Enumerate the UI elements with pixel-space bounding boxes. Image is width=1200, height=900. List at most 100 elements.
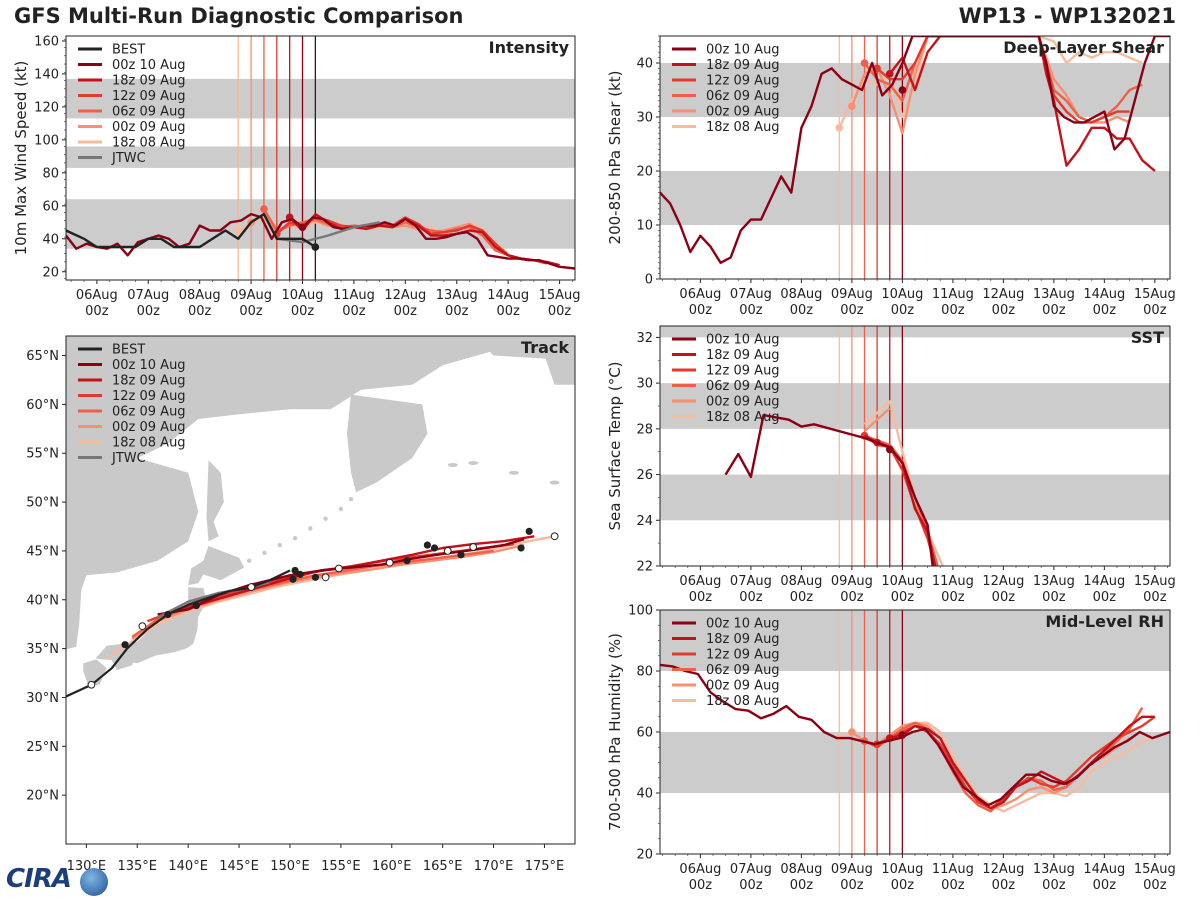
series-12z-09-aug <box>876 36 1130 124</box>
x-tick-label: 00z <box>291 304 315 319</box>
x-tick-label: 10Aug <box>881 862 923 877</box>
track-marker-open <box>550 532 559 541</box>
legend-label-2: 12z 09 Aug <box>706 364 780 379</box>
intensity-chart: 2040608010012014016006Aug00z07Aug00z08Au… <box>12 34 581 319</box>
x-tick-label: 00z <box>1042 303 1066 318</box>
x-tick-label: 13Aug <box>436 288 478 303</box>
x-tick-label: 00z <box>1093 303 1117 318</box>
legend-label-5: 18z 08 Aug <box>706 120 780 135</box>
x-tick-label: 00z <box>1042 590 1066 605</box>
legend-label-1: 00z 10 Aug <box>112 58 186 73</box>
y-axis-label: Sea Surface Temp (°C) <box>606 361 624 530</box>
kyushu <box>83 659 107 686</box>
band-1 <box>66 146 575 168</box>
x-tick-label: 00z <box>941 590 965 605</box>
lat-tick-label: 65°N <box>26 349 59 364</box>
track-marker-filled <box>403 557 411 565</box>
plot-frame <box>65 35 576 281</box>
point-marker <box>885 70 894 78</box>
point-marker <box>234 226 243 235</box>
x-tick-label: 14Aug <box>1083 287 1125 302</box>
y-tick-label: 26 <box>636 468 653 483</box>
logo-text: CIRA <box>6 864 72 894</box>
x-tick-label: 00z <box>739 878 763 893</box>
legend-label-2: 12z 09 Aug <box>706 648 780 663</box>
legend-label-0: BEST <box>112 343 145 358</box>
y-tick-label: 10 <box>636 219 653 234</box>
x-tick-label: 12Aug <box>384 288 426 303</box>
x-tick-label: 07Aug <box>730 574 772 589</box>
legend-label-1: 18z 09 Aug <box>706 58 780 73</box>
x-tick-label: 00z <box>1042 878 1066 893</box>
y-tick-label: 40 <box>636 787 653 802</box>
y-tick-label: 20 <box>636 165 653 180</box>
x-tick-label: 00z <box>445 304 469 319</box>
x-tick-label: 00z <box>689 303 713 318</box>
x-tick-label: 00z <box>1143 303 1167 318</box>
series-18z-09-aug <box>288 212 560 267</box>
x-tick-label: 15Aug <box>1134 287 1176 302</box>
track-marker-filled <box>517 544 525 552</box>
x-tick-label: 00z <box>891 878 915 893</box>
band-2 <box>660 326 1170 338</box>
x-tick-label: 00z <box>1143 878 1167 893</box>
lat-tick-label: 55°N <box>26 447 59 462</box>
lon-tick-label: 140°E <box>168 859 208 874</box>
x-tick-label: 14Aug <box>487 288 529 303</box>
band-1 <box>660 610 1170 671</box>
x-tick-label: 00z <box>85 304 109 319</box>
y-tick-label: 60 <box>42 199 59 214</box>
series-00z-09-aug <box>863 407 891 432</box>
series-00z-10-aug <box>660 663 1170 807</box>
y-tick-label: 160 <box>34 34 59 49</box>
x-tick-label: 11Aug <box>932 862 974 877</box>
panel-title: Intensity <box>489 38 570 57</box>
legend-label-2: 12z 09 Aug <box>706 74 780 89</box>
series-18z-09-aug <box>889 715 1155 810</box>
point-marker <box>860 59 869 67</box>
x-tick-label: 00z <box>840 878 864 893</box>
x-tick-label: 06Aug <box>76 288 118 303</box>
panel-title: Mid-Level RH <box>1045 612 1164 631</box>
track-marker-filled <box>423 541 431 549</box>
kuril-island <box>247 558 252 563</box>
lon-tick-label: 150°E <box>270 859 310 874</box>
lat-tick-label: 30°N <box>26 691 59 706</box>
point-marker <box>311 243 320 251</box>
x-tick-label: 10Aug <box>282 288 324 303</box>
x-tick-label: 13Aug <box>1033 287 1075 302</box>
legend-label-0: 00z 10 Aug <box>706 43 780 58</box>
x-tick-label: 00z <box>496 304 520 319</box>
x-tick-label: 13Aug <box>1033 862 1075 877</box>
legend-label-1: 00z 10 Aug <box>112 358 186 373</box>
legend-label-6: 18z 08 Aug <box>112 436 186 451</box>
y-tick-label: 80 <box>42 166 59 181</box>
track-marker-open <box>321 573 330 582</box>
legend-label-5: 18z 08 Aug <box>706 694 780 709</box>
track-marker-filled <box>457 551 465 559</box>
track-marker-filled <box>311 573 320 581</box>
x-tick-label: 11Aug <box>932 574 974 589</box>
y-tick-label: 22 <box>636 560 653 575</box>
legend-label-1: 18z 09 Aug <box>706 632 780 647</box>
x-tick-label: 00z <box>941 303 965 318</box>
y-axis-label: 700-500 hPa Humidity (%) <box>606 633 624 831</box>
x-tick-label: 14Aug <box>1083 574 1125 589</box>
x-tick-label: 06Aug <box>679 574 721 589</box>
series-00z-10-aug <box>660 36 1170 265</box>
track-marker-open <box>87 680 96 689</box>
y-tick-label: 100 <box>34 133 59 148</box>
legend-label-4: 06z 09 Aug <box>112 405 186 420</box>
x-tick-label: 09Aug <box>831 574 873 589</box>
legend-label-4: 00z 09 Aug <box>706 679 780 694</box>
series-18z-08-aug <box>838 36 1143 129</box>
x-tick-label: 00z <box>992 590 1016 605</box>
track-marker-filled <box>296 570 304 578</box>
y-tick-label: 0 <box>645 273 653 288</box>
lon-tick-label: 145°E <box>219 859 259 874</box>
kuril-island <box>262 550 267 556</box>
track-marker-filled <box>121 641 129 649</box>
map-area <box>66 336 575 844</box>
y-tick-label: 32 <box>636 331 653 346</box>
